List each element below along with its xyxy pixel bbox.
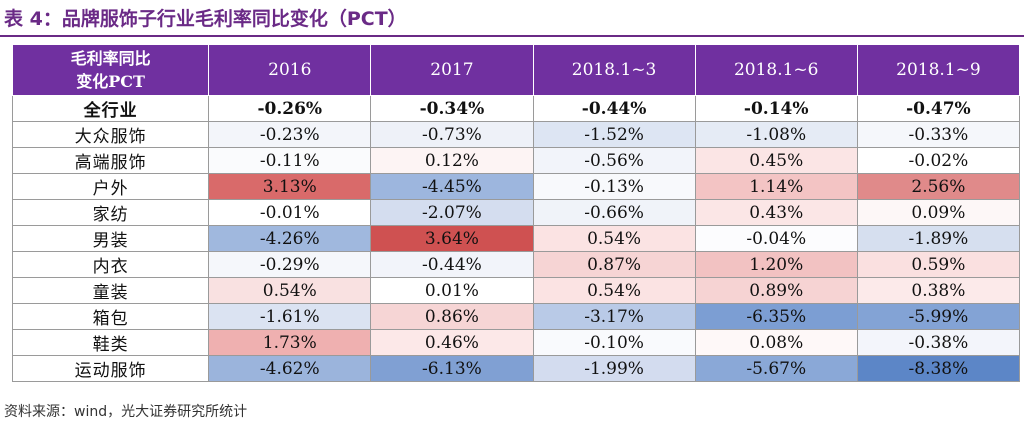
value-cell: 0.54%	[532, 277, 696, 304]
table-row: 大众服饰 -0.23% -0.73% -1.52% -1.08% -0.33%	[11, 121, 1021, 148]
value-cell: -6.35%	[694, 303, 858, 330]
value-cell: -0.23%	[208, 121, 372, 148]
value-cell: 3.13%	[208, 173, 372, 200]
value-cell: -0.13%	[532, 173, 696, 200]
value-cell: -0.66%	[532, 199, 696, 226]
value-cell: -0.47%	[856, 95, 1021, 122]
value-cell: -0.01%	[208, 199, 372, 226]
value-cell: -1.99%	[532, 355, 696, 382]
value-cell: -0.33%	[856, 121, 1021, 148]
value-cell: -0.44%	[370, 251, 534, 278]
value-cell: -4.62%	[208, 355, 372, 382]
row-label: 全行业	[11, 95, 210, 122]
column-header: 2016	[208, 44, 372, 96]
table-row: 高端服饰 -0.11% 0.12% -0.56% 0.45% -0.02%	[11, 147, 1021, 174]
value-cell: -0.56%	[532, 147, 696, 174]
value-cell: 0.08%	[694, 329, 858, 356]
row-label: 高端服饰	[11, 147, 210, 174]
row-label: 运动服饰	[11, 355, 210, 382]
value-cell: 0.38%	[856, 277, 1021, 304]
table-row: 家纺 -0.01% -2.07% -0.66% 0.43% 0.09%	[11, 199, 1021, 226]
value-cell: -5.67%	[694, 355, 858, 382]
value-cell: -3.17%	[532, 303, 696, 330]
row-label: 鞋类	[11, 329, 210, 356]
value-cell: 0.45%	[694, 147, 858, 174]
corner-header: 毛利率同比 变化PCT	[11, 44, 210, 96]
table-row: 箱包 -1.61% 0.86% -3.17% -6.35% -5.99%	[11, 303, 1021, 330]
value-cell: -0.11%	[208, 147, 372, 174]
value-cell: -4.26%	[208, 225, 372, 252]
value-cell: -4.45%	[370, 173, 534, 200]
value-cell: -1.61%	[208, 303, 372, 330]
value-cell: 0.54%	[532, 225, 696, 252]
corner-header-line1: 毛利率同比	[70, 49, 151, 68]
row-label: 户外	[11, 173, 210, 200]
table-row: 户外 3.13% -4.45% -0.13% 1.14% 2.56%	[11, 173, 1021, 200]
value-cell: -1.08%	[694, 121, 858, 148]
value-cell: -1.89%	[856, 225, 1021, 252]
table-row: 内衣 -0.29% -0.44% 0.87% 1.20% 0.59%	[11, 251, 1021, 278]
value-cell: -0.38%	[856, 329, 1021, 356]
value-cell: 0.12%	[370, 147, 534, 174]
row-label: 箱包	[11, 303, 210, 330]
column-header: 2018.1~9	[856, 44, 1021, 96]
value-cell: 0.89%	[694, 277, 858, 304]
value-cell: 2.56%	[856, 173, 1021, 200]
value-cell: -0.34%	[370, 95, 534, 122]
column-header: 2018.1~6	[694, 44, 858, 96]
row-label: 男装	[11, 225, 210, 252]
value-cell: 0.54%	[208, 277, 372, 304]
value-cell: 0.09%	[856, 199, 1021, 226]
value-cell: 1.20%	[694, 251, 858, 278]
value-cell: 0.01%	[370, 277, 534, 304]
value-cell: 3.64%	[370, 225, 534, 252]
column-header: 2018.1~3	[532, 44, 696, 96]
table-row: 鞋类 1.73% 0.46% -0.10% 0.08% -0.38%	[11, 329, 1021, 356]
header-row: 毛利率同比 变化PCT 2016 2017 2018.1~3 2018.1~6 …	[11, 44, 1021, 96]
source-note: 资料来源：wind，光大证券研究所统计	[4, 404, 248, 420]
value-cell: 0.43%	[694, 199, 858, 226]
value-cell: -5.99%	[856, 303, 1021, 330]
value-cell: -0.73%	[370, 121, 534, 148]
table-row: 童装 0.54% 0.01% 0.54% 0.89% 0.38%	[11, 277, 1021, 304]
value-cell: -0.02%	[856, 147, 1021, 174]
value-cell: -0.10%	[532, 329, 696, 356]
title-divider	[0, 35, 1024, 37]
value-cell: 0.59%	[856, 251, 1021, 278]
value-cell: -6.13%	[370, 355, 534, 382]
table-title: 表 4：品牌服饰子行业毛利率同比变化（PCT）	[4, 8, 407, 30]
value-cell: -0.29%	[208, 251, 372, 278]
table-row: 全行业 -0.26% -0.34% -0.44% -0.14% -0.47%	[11, 95, 1021, 122]
margin-change-table: 毛利率同比 变化PCT 2016 2017 2018.1~3 2018.1~6 …	[11, 44, 1021, 382]
column-header: 2017	[370, 44, 534, 96]
value-cell: -2.07%	[370, 199, 534, 226]
corner-header-line2: 变化PCT	[76, 72, 145, 91]
value-cell: -0.26%	[208, 95, 372, 122]
row-label: 童装	[11, 277, 210, 304]
value-cell: -1.52%	[532, 121, 696, 148]
value-cell: 0.87%	[532, 251, 696, 278]
value-cell: 0.86%	[370, 303, 534, 330]
row-label: 大众服饰	[11, 121, 210, 148]
row-label: 家纺	[11, 199, 210, 226]
table-row: 男装 -4.26% 3.64% 0.54% -0.04% -1.89%	[11, 225, 1021, 252]
value-cell: 1.73%	[208, 329, 372, 356]
value-cell: -0.04%	[694, 225, 858, 252]
value-cell: 1.14%	[694, 173, 858, 200]
value-cell: -0.14%	[694, 95, 858, 122]
value-cell: 0.46%	[370, 329, 534, 356]
row-label: 内衣	[11, 251, 210, 278]
value-cell: -8.38%	[856, 355, 1021, 382]
table-row: 运动服饰 -4.62% -6.13% -1.99% -5.67% -8.38%	[11, 355, 1021, 382]
value-cell: -0.44%	[532, 95, 696, 122]
